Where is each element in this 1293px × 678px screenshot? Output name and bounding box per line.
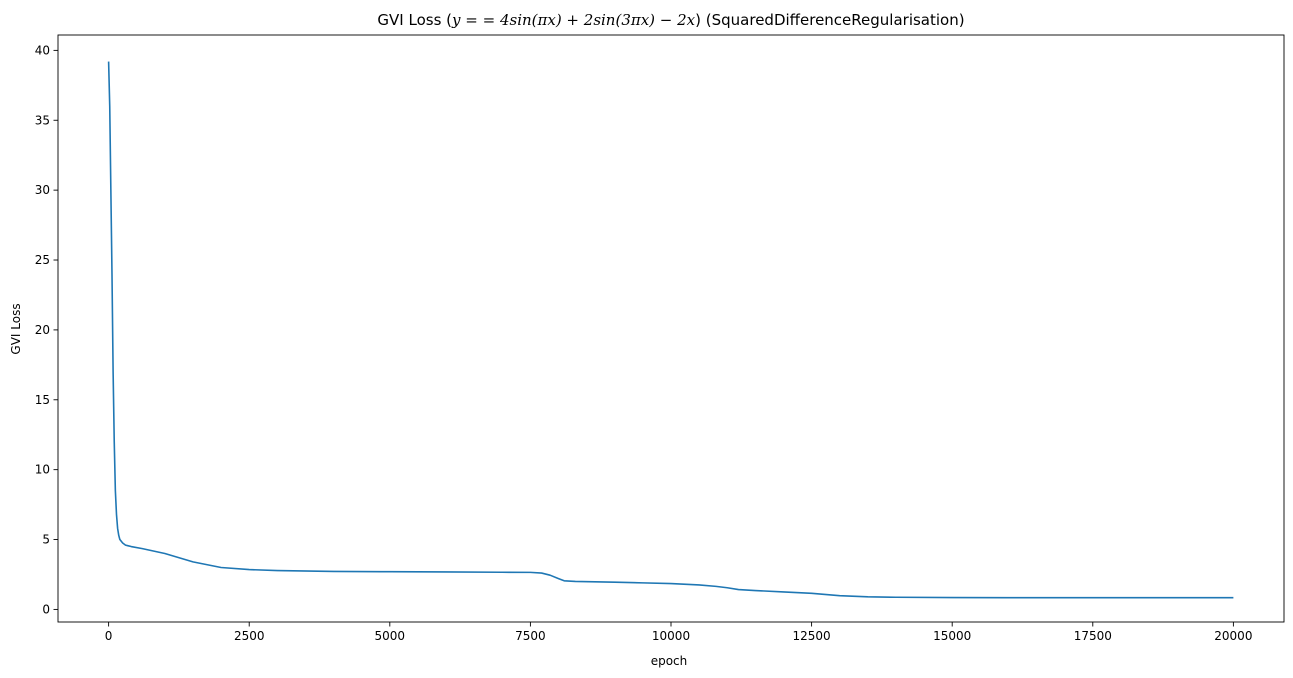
y-tick-label: 30 <box>35 183 50 197</box>
x-tick-label: 20000 <box>1214 629 1252 643</box>
x-tick-label: 0 <box>105 629 113 643</box>
y-tick-label: 10 <box>35 463 50 477</box>
title-formula: y = = 4sin(πx) + 2sin(3πx) − 2x <box>451 11 696 29</box>
x-tick-label: 7500 <box>515 629 546 643</box>
title-suffix: ) (SquaredDifferenceRegularisation) <box>695 11 964 29</box>
y-tick-label: 5 <box>42 533 50 547</box>
plot-area: 0 2500 5000 7500 10000 12500 15000 17500 20000 0 5… <box>35 34 1285 643</box>
y-tick-label: 40 <box>35 43 50 57</box>
x-tick-label: 12500 <box>793 629 831 643</box>
x-tick-label: 15000 <box>933 629 971 643</box>
y-axis-label: GVI Loss <box>9 303 23 354</box>
x-tick-label: 2500 <box>234 629 265 643</box>
x-tick-label: 17500 <box>1074 629 1112 643</box>
y-tick-label: 20 <box>35 323 50 337</box>
chart-title: GVI Loss (y = = 4sin(πx) + 2sin(3πx) − 2… <box>377 11 964 29</box>
y-tick-label: 15 <box>35 393 50 407</box>
x-axis-label: epoch <box>651 654 688 668</box>
y-tick-label: 35 <box>35 113 50 127</box>
title-prefix: GVI Loss ( <box>377 11 452 29</box>
x-tick-label: 10000 <box>652 629 690 643</box>
y-tick-label: 0 <box>42 602 50 616</box>
y-tick-label: 25 <box>35 253 50 267</box>
series-line-0 <box>107 61 1234 599</box>
x-tick-label: 5000 <box>375 629 406 643</box>
